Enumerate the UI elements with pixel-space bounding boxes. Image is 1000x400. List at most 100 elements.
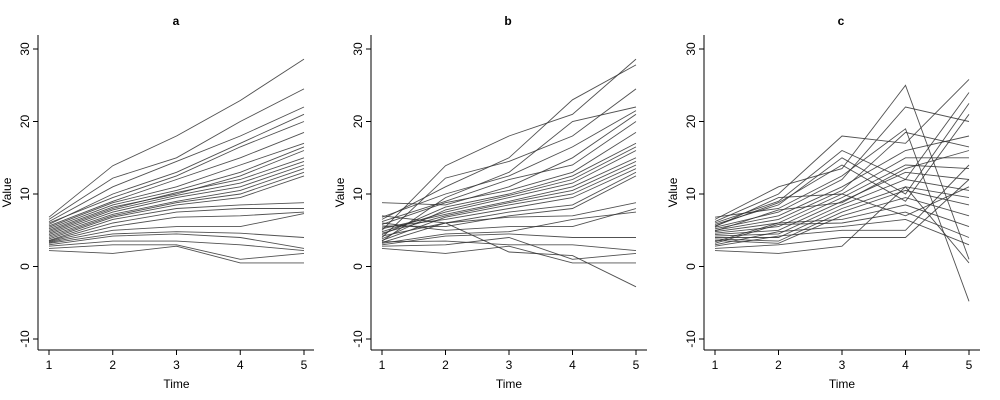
series-line xyxy=(48,142,305,228)
y-tick-label: 30 xyxy=(18,42,32,56)
series-line xyxy=(48,160,305,234)
series-line xyxy=(48,231,305,244)
series-line xyxy=(48,245,304,264)
y-tick-label: 0 xyxy=(18,263,32,270)
x-tick-label: 2 xyxy=(442,358,449,372)
series-line xyxy=(381,110,637,218)
x-tick-label: 3 xyxy=(506,358,513,372)
series-line xyxy=(381,132,637,225)
series-line xyxy=(381,211,637,244)
series-line xyxy=(714,164,970,247)
x-tick-label: 3 xyxy=(839,358,846,372)
x-tick-label: 4 xyxy=(902,358,909,372)
series-line xyxy=(381,142,637,236)
x-tick-label: 2 xyxy=(109,358,116,372)
y-tick-label: 20 xyxy=(351,115,365,129)
x-tick-label: 1 xyxy=(46,358,53,372)
series-line xyxy=(381,64,637,220)
series-line xyxy=(48,164,305,236)
x-tick-label: 5 xyxy=(633,358,640,372)
y-tick-label: -10 xyxy=(18,330,32,348)
x-tick-label: 5 xyxy=(966,358,973,372)
x-axis-label: Time xyxy=(496,377,523,391)
series-line xyxy=(381,215,637,288)
x-axis-label: Time xyxy=(163,377,190,391)
series-line xyxy=(714,189,970,242)
series-line xyxy=(714,131,970,231)
series-line xyxy=(48,240,305,252)
series-line xyxy=(714,84,970,260)
series-line xyxy=(381,146,637,240)
series-line xyxy=(714,114,970,227)
x-tick-label: 1 xyxy=(712,358,719,372)
series-line xyxy=(48,146,305,230)
series-line xyxy=(381,175,637,228)
series-line xyxy=(714,179,970,249)
y-axis-label: Value xyxy=(333,177,347,207)
series-line xyxy=(48,157,305,233)
series-line xyxy=(381,240,637,252)
series-line xyxy=(381,113,637,206)
series-line xyxy=(714,103,970,225)
series-line xyxy=(381,168,637,228)
panel-c: c -10 0 10 20 30 1 2 3 4 5 Time Value xyxy=(666,14,980,391)
series-line xyxy=(714,135,970,230)
series-line xyxy=(381,237,637,260)
y-tick-label: 0 xyxy=(684,263,698,270)
series-line xyxy=(48,244,305,260)
series-line xyxy=(48,171,305,238)
series-line xyxy=(48,58,305,218)
x-tick-label: 1 xyxy=(379,358,386,372)
series-line xyxy=(48,106,305,222)
series-line xyxy=(48,213,305,244)
series-line xyxy=(714,211,970,244)
series-line xyxy=(714,79,970,223)
series-line xyxy=(715,186,970,238)
series-line xyxy=(381,150,637,233)
y-axis-label: Value xyxy=(0,177,14,207)
panel-title: c xyxy=(838,14,845,28)
y-tick-label: 30 xyxy=(351,42,365,56)
y-tick-label: 10 xyxy=(351,187,365,201)
y-tick-label: 30 xyxy=(684,42,698,56)
series-line xyxy=(381,208,637,231)
series-line xyxy=(48,211,305,243)
x-tick-label: 5 xyxy=(301,358,308,372)
x-tick-label: 4 xyxy=(569,358,576,372)
panel-title: a xyxy=(173,14,180,28)
y-tick-label: -10 xyxy=(684,330,698,348)
series-line xyxy=(381,202,637,244)
series-line xyxy=(714,171,970,236)
series-line xyxy=(381,121,637,223)
y-tick-label: 0 xyxy=(351,263,365,270)
series-line xyxy=(714,186,970,228)
series-line xyxy=(381,233,636,246)
panel-title: b xyxy=(504,14,511,28)
series-line xyxy=(381,245,636,264)
y-tick-label: 20 xyxy=(18,115,32,129)
series-line xyxy=(714,197,970,244)
y-tick-label: 10 xyxy=(684,187,698,201)
series-line xyxy=(714,128,970,302)
series-line xyxy=(48,113,305,225)
series-line xyxy=(381,164,637,241)
series-line xyxy=(381,88,637,238)
series-line xyxy=(48,233,305,249)
y-tick-label: -10 xyxy=(351,330,365,348)
series-line xyxy=(48,131,305,227)
y-tick-label: 20 xyxy=(684,115,698,129)
series-line xyxy=(48,208,304,242)
series-line xyxy=(714,186,970,264)
y-tick-label: 10 xyxy=(18,187,32,201)
series-line xyxy=(48,121,305,224)
series-line xyxy=(48,150,305,231)
x-tick-label: 3 xyxy=(173,358,180,372)
series-line xyxy=(48,88,305,220)
series-line xyxy=(381,157,637,230)
panel-a: a -10 0 10 20 30 1 2 3 4 5 Time Value xyxy=(0,14,314,391)
x-tick-label: 2 xyxy=(775,358,782,372)
series-line xyxy=(714,218,970,246)
series-line xyxy=(381,58,637,231)
series-line xyxy=(381,171,637,237)
